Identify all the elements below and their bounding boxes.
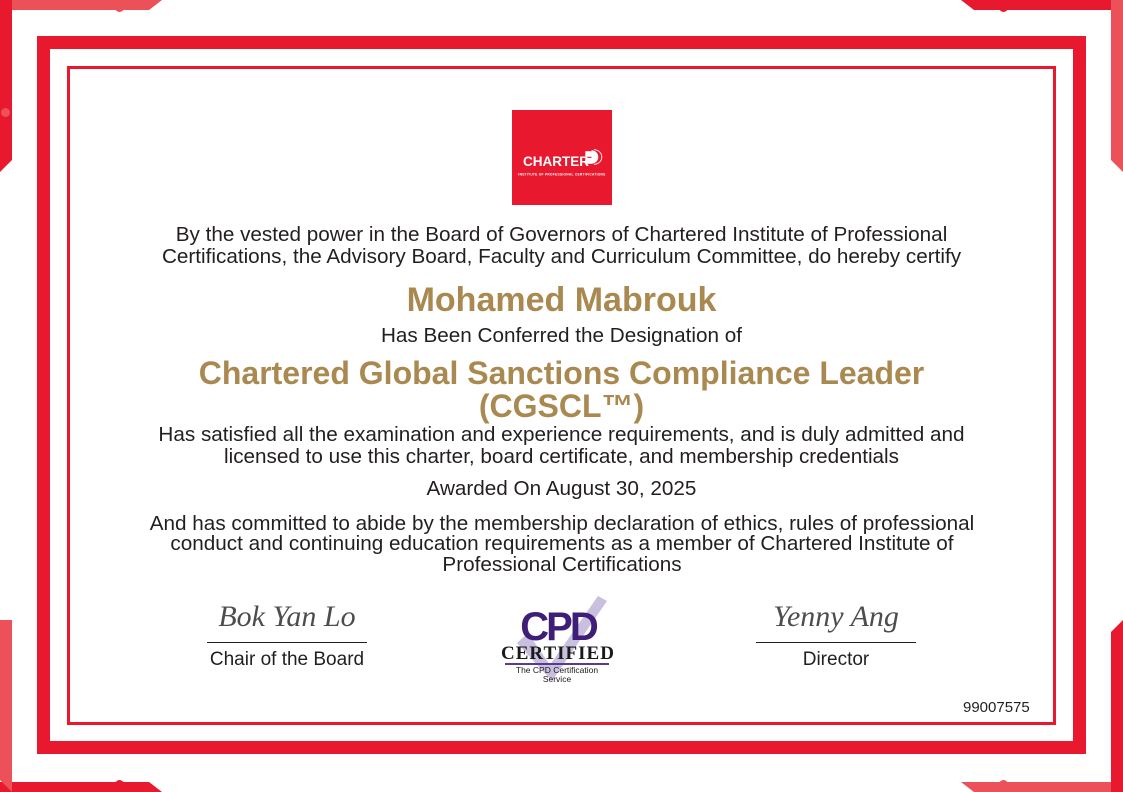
svg-text:CHARTER: CHARTER <box>523 154 589 169</box>
svg-text:Service: Service <box>543 674 572 683</box>
svg-text:CERTIFIED: CERTIFIED <box>501 643 615 664</box>
svg-text:INSTITUTE OF PROFESSIONAL CERT: INSTITUTE OF PROFESSIONAL CERTIFICATIONS <box>518 173 605 177</box>
